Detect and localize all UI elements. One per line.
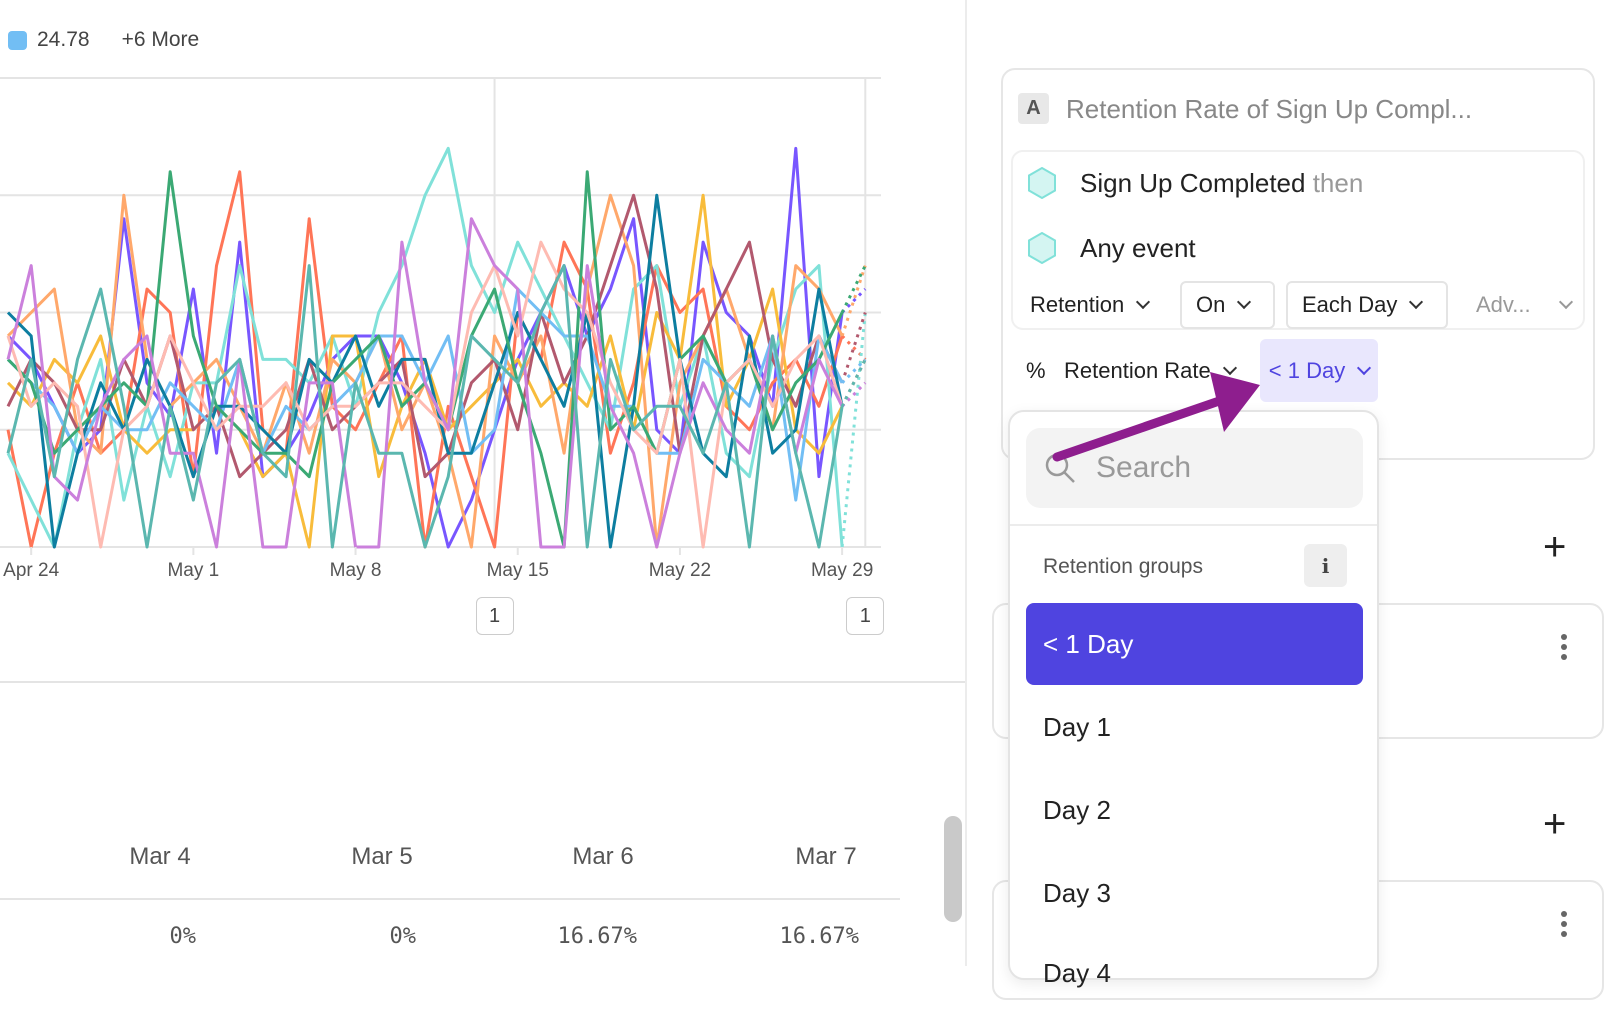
chevron-down-icon xyxy=(1136,294,1151,310)
table-column-header: Mar 7 xyxy=(795,843,857,870)
x-tick-label: May 22 xyxy=(648,560,712,581)
x-tick-label: May 8 xyxy=(329,560,382,581)
on-label: On xyxy=(1196,292,1226,317)
table-column-header: Mar 4 xyxy=(129,843,191,870)
series-line-1 xyxy=(6,146,844,549)
retention-groups-menu: Search Retention groups i < 1 Day Day 1 … xyxy=(1008,410,1379,988)
more-options-icon[interactable] xyxy=(1561,911,1567,941)
series-line-11 xyxy=(6,217,844,549)
advanced-dropdown[interactable]: Adv... xyxy=(1460,281,1587,329)
event-hexagon-icon xyxy=(1028,232,1056,264)
x-tick-label: Apr 24 xyxy=(3,560,60,581)
menu-item-day-2[interactable]: Day 2 xyxy=(1043,794,1111,825)
info-icon[interactable]: i xyxy=(1304,544,1347,587)
annotation-marker[interactable]: 1 xyxy=(846,597,885,635)
table-column-header: Mar 5 xyxy=(351,843,413,870)
percent-icon: % xyxy=(1026,358,1046,383)
event-1[interactable]: Sign Up Completed then xyxy=(1080,168,1363,199)
x-tick-label: May 29 xyxy=(810,560,874,581)
table-column-header: Mar 6 xyxy=(572,843,634,870)
add-icon[interactable]: + xyxy=(1543,802,1567,846)
chevron-down-icon xyxy=(1237,294,1252,310)
series-line-6 xyxy=(6,193,844,479)
series-forecast-7 xyxy=(841,358,867,384)
menu-divider xyxy=(1010,524,1377,526)
event-box xyxy=(1011,150,1585,330)
table-cell: 0% xyxy=(169,924,197,949)
series-forecast-11 xyxy=(841,381,867,408)
series-forecast-2 xyxy=(841,334,867,361)
retention-type-dropdown[interactable]: Retention xyxy=(1014,281,1164,329)
table-cell: 0% xyxy=(389,924,417,949)
event-then: then xyxy=(1312,168,1364,198)
menu-item-day-3[interactable]: Day 3 xyxy=(1043,877,1111,908)
metric-letter-badge: A xyxy=(1018,93,1049,124)
retention-bucket-dropdown[interactable]: < 1 Day xyxy=(1260,339,1378,402)
menu-item-day-4[interactable]: Day 4 xyxy=(1043,957,1111,988)
advanced-label: Adv... xyxy=(1476,292,1531,317)
metric-title[interactable]: Retention Rate of Sign Up Compl... xyxy=(1066,94,1473,124)
legend-value[interactable]: 24.78 xyxy=(37,28,90,51)
menu-item-less-than-1-day[interactable]: < 1 Day xyxy=(1026,603,1363,685)
chevron-down-icon xyxy=(1409,294,1424,310)
legend-swatch[interactable] xyxy=(8,30,27,50)
series-line-12 xyxy=(6,264,844,549)
table-cell: 16.67% xyxy=(557,924,637,949)
bucket-label: < 1 Day xyxy=(1268,357,1346,383)
legend-more-button[interactable]: +6 More xyxy=(121,28,200,51)
series-line-10 xyxy=(6,240,844,549)
chart-legend: 24.78 +6 More xyxy=(8,28,199,52)
series-forecast-9 xyxy=(840,264,867,314)
search-placeholder: Search xyxy=(1096,451,1192,484)
menu-item-day-1[interactable]: Day 1 xyxy=(1043,711,1111,742)
series-line-3 xyxy=(6,146,844,549)
search-icon xyxy=(1045,453,1075,483)
annotation-marker[interactable]: 1 xyxy=(475,597,514,635)
series-forecast-12 xyxy=(840,358,867,407)
event-hexagon-icon xyxy=(1028,167,1056,199)
line-chart xyxy=(0,77,881,555)
panel-divider xyxy=(965,0,967,966)
event-2[interactable]: Any event xyxy=(1080,233,1196,263)
retention-type-label: Retention xyxy=(1030,292,1125,317)
series-forecast-1 xyxy=(841,287,867,314)
x-tick-label: May 1 xyxy=(167,560,220,581)
chevron-down-icon xyxy=(1357,360,1372,375)
section-header: Retention groups xyxy=(1043,555,1203,578)
event-1-name: Sign Up Completed xyxy=(1080,168,1306,198)
add-icon[interactable]: + xyxy=(1543,525,1567,569)
table-divider xyxy=(0,898,900,900)
each-day-dropdown[interactable]: Each Day xyxy=(1286,281,1448,329)
on-dropdown[interactable]: On xyxy=(1180,281,1275,329)
metric-dropdown[interactable]: Retention Rate xyxy=(1048,347,1251,395)
chevron-down-icon xyxy=(1222,360,1237,376)
table-cell: 16.67% xyxy=(779,924,859,949)
scrollbar[interactable] xyxy=(944,816,962,922)
metric-label: Retention Rate xyxy=(1064,358,1211,383)
each-day-label: Each Day xyxy=(1302,292,1398,317)
x-tick-label: May 15 xyxy=(486,560,549,581)
divider xyxy=(0,681,966,683)
more-options-icon[interactable] xyxy=(1561,634,1567,664)
chevron-down-icon xyxy=(1558,294,1573,310)
search-input[interactable]: Search xyxy=(1026,428,1363,508)
